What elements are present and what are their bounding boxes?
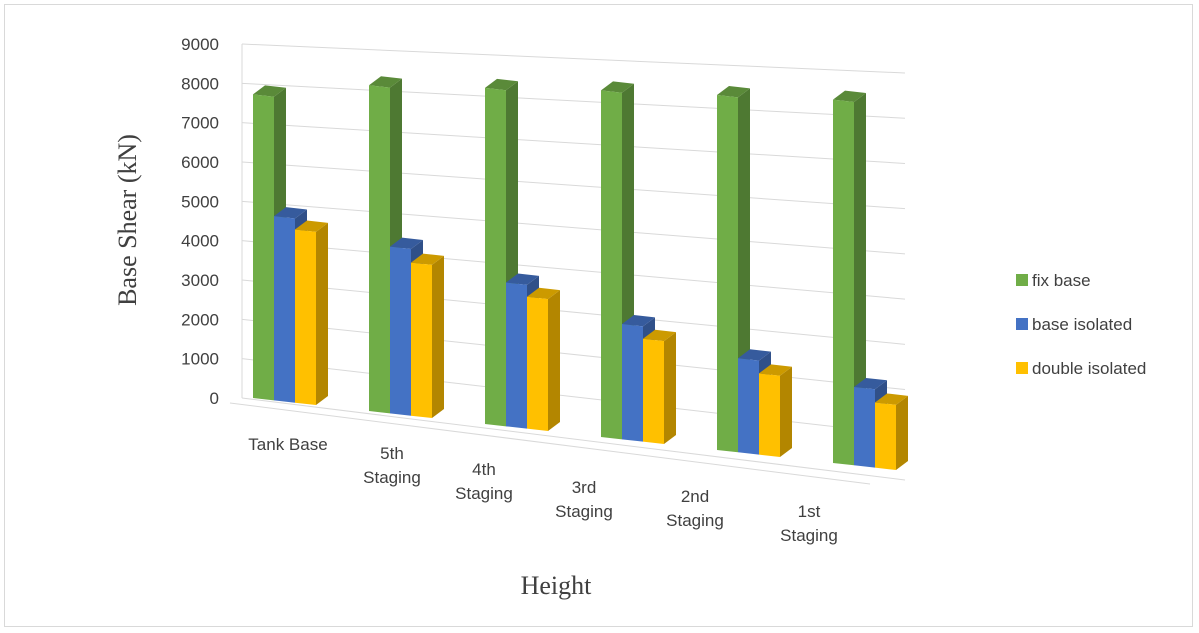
gridline [241, 397, 906, 481]
bar-front [833, 99, 854, 466]
bar-side [854, 92, 866, 466]
floor-edge [229, 402, 871, 485]
bar-front [369, 85, 390, 414]
bar-top [411, 253, 444, 265]
bar-front [622, 324, 643, 442]
bar-front [390, 246, 411, 416]
legend-item-fix-base: fix base [1016, 271, 1091, 290]
legend-swatch [1016, 274, 1028, 286]
gridline [241, 161, 906, 210]
gridline [241, 122, 906, 164]
y-tick-label: 7000 [181, 114, 219, 133]
gridline [241, 358, 906, 436]
gridline [241, 82, 906, 119]
gridline [241, 318, 906, 391]
x-tick-label: 5th Staging [363, 444, 421, 487]
category-labels: Tank Base 5th Staging 4th Staging 3rd Staging 2… [248, 435, 838, 545]
bar-double-isolated-5 [875, 393, 908, 470]
bar-top [854, 377, 887, 390]
x-tick-label: Tank Base [248, 435, 327, 454]
x-tick-label: 4th Staging [455, 460, 513, 503]
y-tick-label: 4000 [181, 232, 219, 251]
bar-top [253, 85, 286, 97]
bar-front [875, 402, 896, 470]
bar-side [896, 395, 908, 470]
bar-front [643, 338, 664, 445]
bar-top [717, 86, 750, 98]
legend: fix base base isolated double isolated [1016, 271, 1146, 378]
bar-front [717, 95, 738, 453]
y-tick-label: 6000 [181, 153, 219, 172]
bar-top [759, 364, 792, 376]
x-tick-label: 1st Staging [780, 502, 838, 545]
bar-side [548, 290, 560, 432]
bar-top [485, 78, 518, 91]
bar-top [527, 287, 560, 300]
y-tick-label: 0 [210, 389, 219, 408]
gridline [241, 240, 906, 300]
bar-double-isolated-0 [295, 220, 328, 406]
bar-top [506, 273, 539, 285]
y-tick-label: 5000 [181, 192, 219, 211]
legend-label: fix base [1032, 271, 1091, 290]
bar-side [664, 332, 676, 445]
legend-label: base isolated [1032, 315, 1132, 334]
bar-fix-base-5 [833, 90, 866, 466]
bar-front [854, 386, 875, 468]
chart-area [4, 4, 1193, 627]
y-tick-label: 1000 [181, 350, 219, 369]
bar-front [485, 87, 506, 427]
y-tick-label: 3000 [181, 271, 219, 290]
legend-label: double isolated [1032, 359, 1146, 378]
x-axis-title: Height [521, 571, 593, 600]
bar-front [601, 90, 622, 440]
gridline [241, 200, 906, 255]
bar-front [295, 229, 316, 406]
bar-top [369, 76, 402, 88]
x-tick-label: 3rd Staging [555, 478, 613, 521]
legend-swatch [1016, 362, 1028, 374]
x-tick-label: 2nd Staging [666, 487, 724, 530]
bar-front [411, 262, 432, 419]
bar-front [527, 296, 548, 432]
bar-double-isolated-4 [759, 364, 792, 458]
bar-side [432, 255, 444, 419]
bar-top [833, 90, 866, 102]
bar-top [601, 81, 634, 93]
legend-swatch [1016, 318, 1028, 330]
bar-front [274, 216, 295, 403]
y-tick-label: 9000 [181, 35, 219, 54]
bar-top [295, 220, 328, 232]
bar-top [274, 207, 307, 219]
gridline [241, 279, 906, 345]
gridlines [229, 43, 906, 485]
y-tick-label: 8000 [181, 74, 219, 93]
bar-front [506, 282, 527, 429]
bar-double-isolated-2 [527, 287, 560, 432]
bar-top [875, 393, 908, 405]
bar-side [780, 366, 792, 458]
bar-top [390, 237, 423, 250]
bar-top [622, 315, 655, 327]
bar-front [759, 373, 780, 458]
bar-top [643, 329, 676, 342]
bar-front [738, 358, 759, 455]
bar-front [253, 94, 274, 401]
bar-double-isolated-3 [643, 329, 676, 445]
bar-side [316, 222, 328, 406]
bar-top [738, 349, 771, 361]
bars [253, 76, 908, 470]
y-tick-label: 2000 [181, 310, 219, 329]
legend-item-double-isolated: double isolated [1016, 359, 1146, 378]
gridline [241, 43, 906, 74]
y-tick-labels: 0 1000 2000 3000 4000 5000 6000 7000 8000 9000 [181, 35, 219, 408]
legend-item-base-isolated: base isolated [1016, 315, 1132, 334]
y-axis-title: Base Shear (kN) [113, 134, 142, 306]
bar-double-isolated-1 [411, 253, 444, 419]
